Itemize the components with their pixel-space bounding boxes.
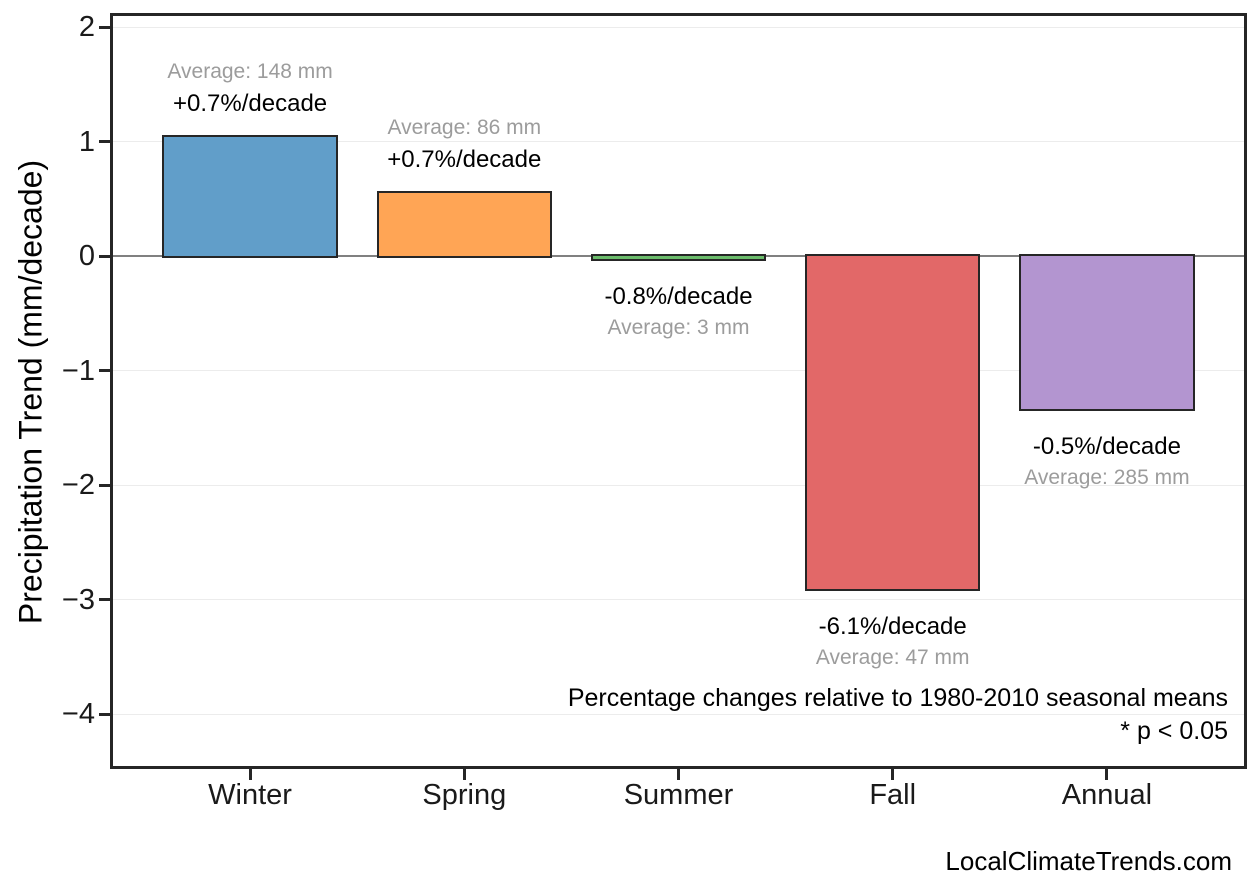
y-tick-label-0: 0 (78, 240, 95, 273)
label-summer-percent: -0.8%/decade (604, 283, 753, 311)
x-tick-mark-spring (462, 769, 466, 780)
y-tick-label-1: 1 (78, 125, 95, 158)
x-tick-label-spring: Spring (422, 779, 507, 811)
bar-fall (805, 254, 981, 591)
x-tick-mark-winter (248, 769, 252, 780)
y-tick-label--1: −1 (61, 354, 95, 387)
y-tick-mark--3 (99, 598, 110, 602)
label-spring-average: Average: 86 mm (387, 116, 542, 140)
label-fall-average: Average: 47 mm (815, 645, 970, 669)
gridline-y1 (113, 141, 1244, 143)
gridline-y-3 (113, 599, 1244, 601)
gridline-y-2 (113, 484, 1244, 486)
x-tick-mark-fall (891, 769, 895, 780)
footnote-line2: * p < 0.05 (1120, 717, 1228, 745)
label-fall-percent: -6.1%/decade (818, 612, 967, 640)
label-winter-percent: +0.7%/decade (173, 90, 328, 118)
y-axis-title: Precipitation Trend (mm/decade) (12, 159, 49, 625)
label-annual-average: Average: 285 mm (1024, 465, 1190, 489)
bar-spring (376, 191, 552, 259)
x-tick-mark-summer (677, 769, 680, 780)
plot-area: Percentage changes relative to 1980-2010… (110, 13, 1247, 769)
y-tick-label-2: 2 (78, 11, 95, 44)
watermark-text: LocalClimateTrends.com (945, 846, 1232, 876)
y-tick-mark--2 (99, 483, 110, 487)
y-tick-mark--1 (99, 369, 110, 373)
footnote: Percentage changes relative to 1980-2010… (568, 684, 1228, 746)
y-tick-label--4: −4 (61, 698, 95, 731)
y-tick-label--2: −2 (61, 469, 95, 502)
x-tick-label-winter: Winter (208, 779, 292, 811)
x-tick-label-fall: Fall (869, 779, 917, 811)
bar-annual (1019, 254, 1195, 411)
label-winter-average: Average: 148 mm (167, 60, 333, 84)
footnote-line1: Percentage changes relative to 1980-2010… (567, 684, 1228, 712)
x-tick-mark-annual (1105, 769, 1109, 780)
bar-summer (590, 254, 767, 262)
label-summer-average: Average: 3 mm (607, 316, 750, 340)
x-tick-label-summer: Summer (623, 779, 734, 811)
label-annual-percent: -0.5%/decade (1032, 432, 1181, 460)
bar-winter (162, 135, 338, 259)
y-tick-mark--4 (99, 712, 110, 716)
label-spring-percent: +0.7%/decade (387, 146, 542, 174)
gridline-y2 (113, 26, 1244, 28)
gridline-y-4 (113, 713, 1244, 715)
gridline-y-1 (113, 370, 1244, 372)
y-tick-mark-0 (99, 254, 110, 258)
y-tick-mark-1 (99, 140, 110, 144)
y-tick-mark-2 (99, 25, 110, 29)
x-tick-label-annual: Annual (1061, 779, 1153, 811)
y-tick-label--3: −3 (61, 583, 95, 616)
